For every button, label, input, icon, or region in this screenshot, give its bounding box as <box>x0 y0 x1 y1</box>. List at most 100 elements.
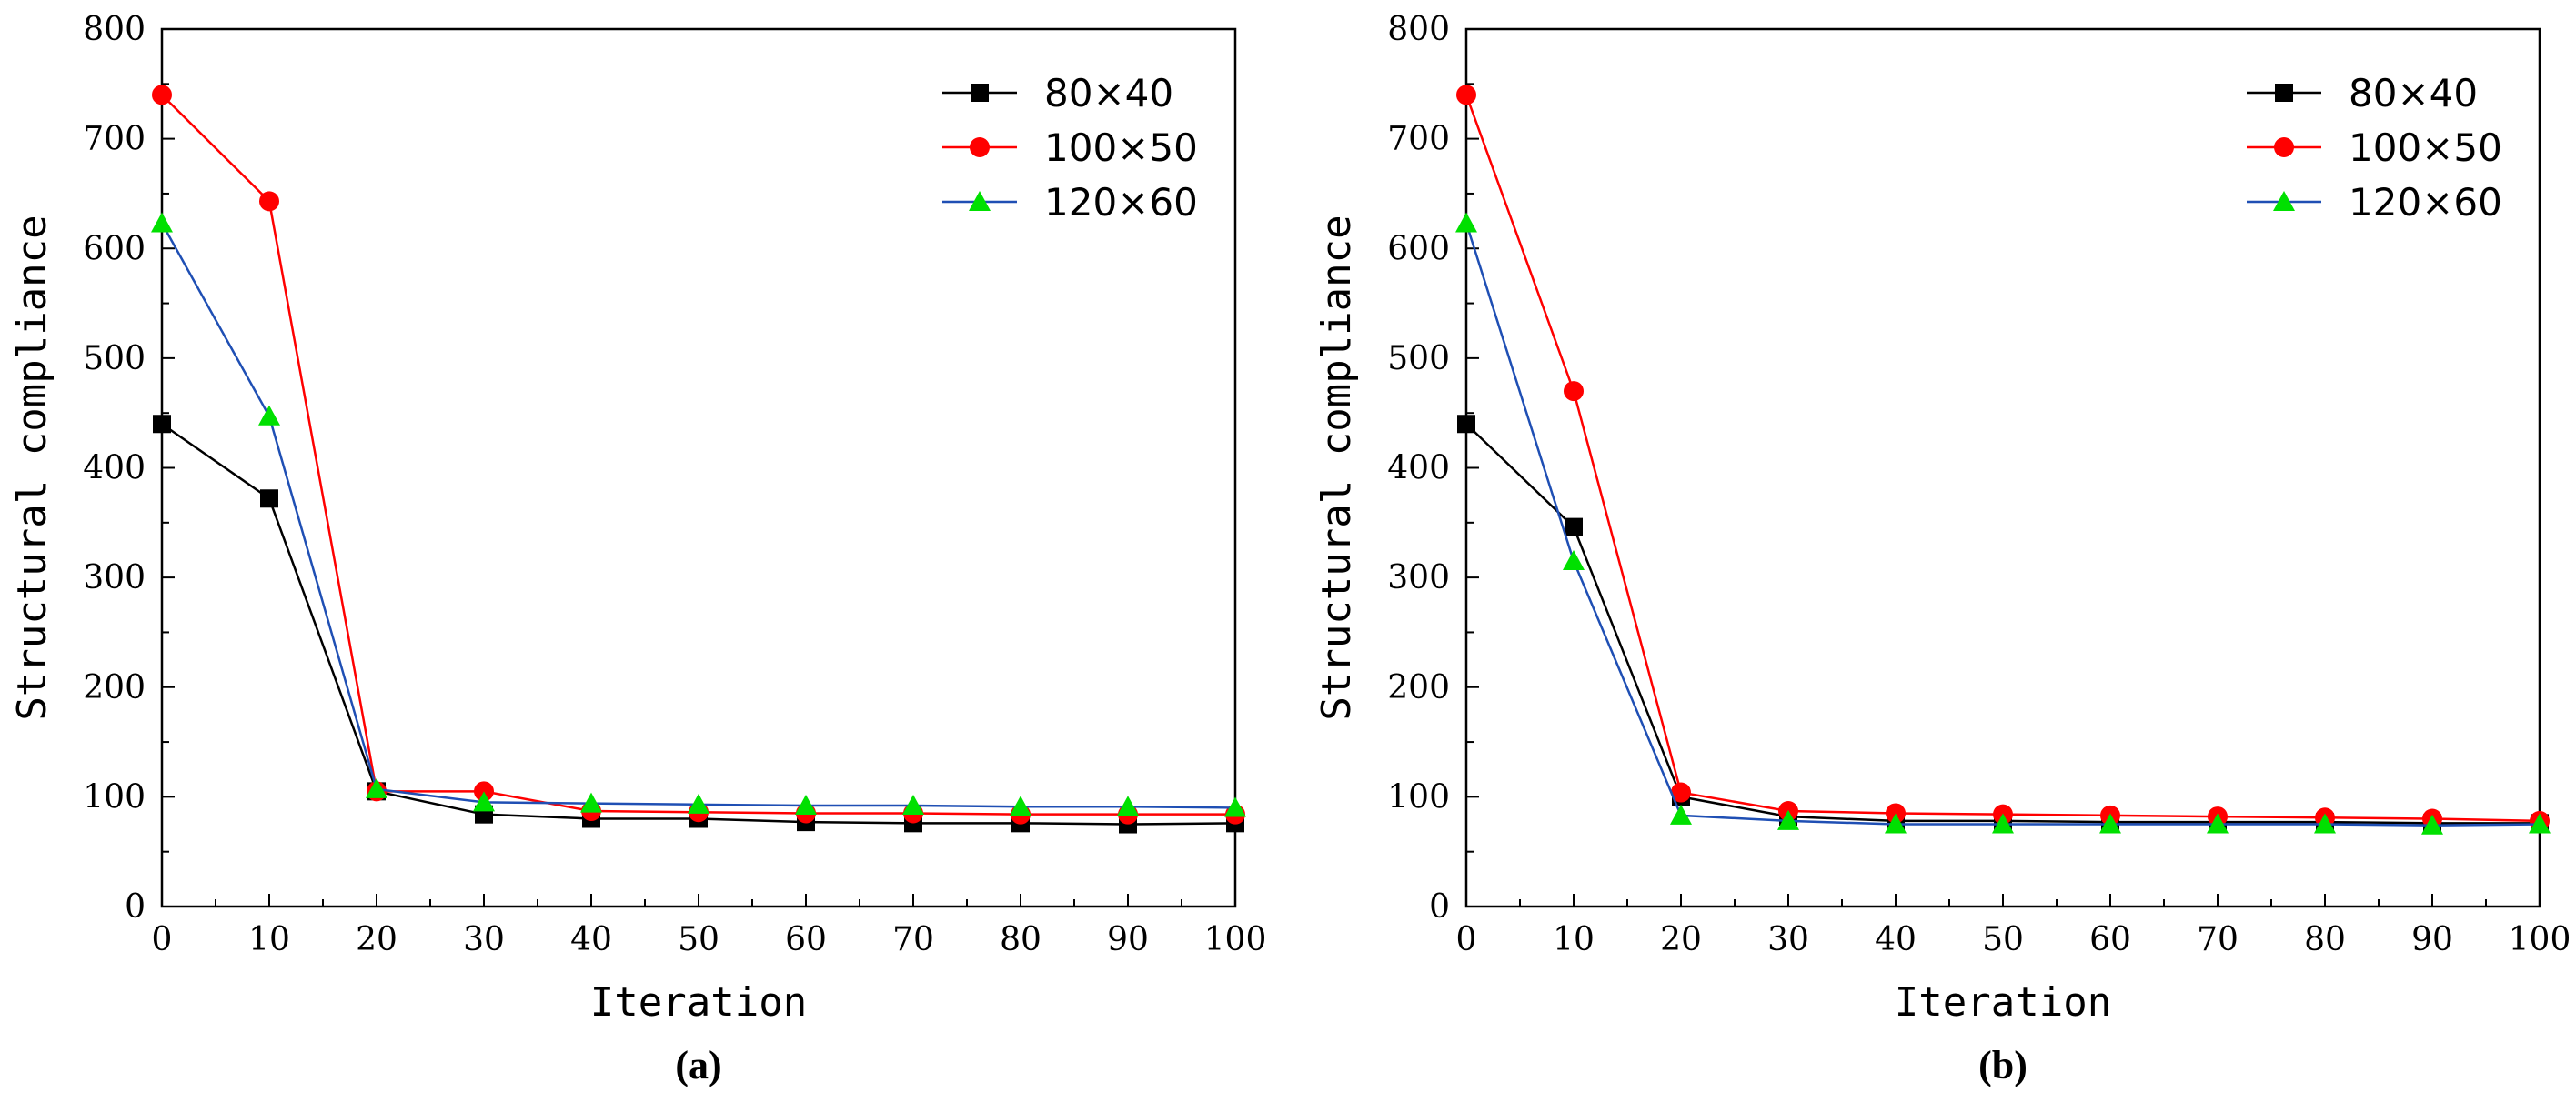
x-tick-label: 50 <box>1982 921 2024 958</box>
y-tick-label: 200 <box>83 669 146 706</box>
x-tick-label: 40 <box>1875 921 1917 958</box>
data-point <box>902 795 924 816</box>
x-tick-label: 80 <box>1000 921 1041 958</box>
data-point <box>1565 517 1583 536</box>
x-axis-label: Iteration <box>590 979 807 1026</box>
legend-label: 100×50 <box>1044 125 1198 170</box>
legend-item: 120×60 <box>2247 180 2502 225</box>
series-line <box>161 423 1236 826</box>
y-tick-label: 100 <box>1387 778 1450 816</box>
data-point <box>1885 813 1907 834</box>
legend-marker <box>970 137 990 157</box>
x-tick-label: 10 <box>1553 921 1595 958</box>
legend-marker <box>2275 84 2293 102</box>
y-tick-label: 600 <box>1387 230 1450 267</box>
data-point <box>2099 813 2121 834</box>
data-point <box>1886 803 1906 824</box>
x-tick-label: 0 <box>1456 921 1477 958</box>
data-point <box>1777 809 1799 830</box>
data-point <box>1564 381 1584 402</box>
x-tick-label: 30 <box>1767 921 1809 958</box>
legend-marker <box>969 191 991 211</box>
legend-item: 80×40 <box>2247 71 2478 115</box>
x-tick-label: 20 <box>356 921 397 958</box>
data-point <box>260 489 278 508</box>
x-tick-label: 0 <box>152 921 173 958</box>
series-1 <box>153 415 1244 834</box>
y-tick-label: 500 <box>1387 340 1450 377</box>
panel-caption: (b) <box>1978 1043 2028 1087</box>
legend-label: 80×40 <box>1044 71 1173 115</box>
chart-panel-2: 0 10 20 30 40 50 60 70 80 90 100 0 100 200 300 400 500 60… <box>1313 11 2571 1087</box>
data-point <box>1992 813 2014 834</box>
data-point <box>153 415 171 434</box>
x-tick-label: 100 <box>1204 921 1267 958</box>
data-point <box>259 191 279 212</box>
legend-marker <box>2274 137 2294 157</box>
data-point <box>151 212 173 233</box>
legend-marker <box>2273 191 2295 211</box>
series-3 <box>1455 212 2551 835</box>
data-point <box>1117 796 1139 816</box>
data-point <box>2421 814 2443 835</box>
x-tick-label: 80 <box>2304 921 2346 958</box>
data-point <box>473 791 495 812</box>
data-point <box>1563 550 1585 571</box>
x-tick-label: 20 <box>1660 921 1702 958</box>
x-axis-label: Iteration <box>1895 979 2111 1026</box>
legend-item: 80×40 <box>942 71 1173 115</box>
legend-item: 100×50 <box>2247 125 2502 170</box>
series-line <box>1465 423 2540 825</box>
y-tick-label: 300 <box>1387 559 1450 596</box>
legend-label: 80×40 <box>2349 71 2478 115</box>
chart-panel-1: 0 10 20 30 40 50 60 70 80 90 100 0 100 200 300 400 500 60… <box>9 11 1266 1087</box>
legend-label: 120×60 <box>1044 180 1198 225</box>
data-point <box>152 85 172 105</box>
data-point <box>1010 796 1031 816</box>
x-tick-label: 60 <box>785 921 827 958</box>
x-tick-label: 50 <box>678 921 719 958</box>
data-point <box>474 781 494 802</box>
data-point <box>1224 796 1246 817</box>
data-point <box>2207 813 2229 834</box>
series-3 <box>151 212 1246 817</box>
y-tick-label: 200 <box>1387 669 1450 706</box>
legend-label: 120×60 <box>2349 180 2502 225</box>
data-point <box>2529 813 2551 834</box>
series-1 <box>1457 415 2549 833</box>
data-point <box>2314 813 2336 834</box>
data-point <box>366 777 387 798</box>
x-tick-label: 70 <box>2197 921 2239 958</box>
y-tick-label: 0 <box>1429 888 1450 926</box>
x-tick-label: 100 <box>2509 921 2571 958</box>
y-tick-label: 600 <box>83 230 146 267</box>
y-axis-label: Structural compliance <box>9 215 55 720</box>
y-tick-label: 400 <box>1387 450 1450 487</box>
legend: 80×40 100×50 120×60 <box>2247 71 2502 225</box>
y-tick-label: 800 <box>83 11 146 48</box>
y-tick-label: 700 <box>1387 121 1450 158</box>
data-point <box>1455 212 1477 233</box>
y-tick-label: 300 <box>83 559 146 596</box>
legend-marker <box>971 84 989 102</box>
y-tick-label: 100 <box>83 778 146 816</box>
data-point <box>1670 804 1692 825</box>
legend-item: 120×60 <box>942 180 1198 225</box>
y-tick-label: 700 <box>83 121 146 158</box>
data-point <box>1457 415 1475 434</box>
data-point <box>1456 85 1476 105</box>
x-tick-label: 70 <box>892 921 934 958</box>
data-point <box>258 405 280 426</box>
data-point <box>580 792 602 813</box>
legend: 80×40 100×50 120×60 <box>942 71 1198 225</box>
legend-item: 100×50 <box>942 125 1198 170</box>
legend-label: 100×50 <box>2349 125 2502 170</box>
panel-caption: (a) <box>675 1043 721 1087</box>
y-axis-label: Structural compliance <box>1313 215 1360 720</box>
y-tick-label: 0 <box>125 888 146 926</box>
data-point <box>688 793 709 814</box>
x-tick-label: 30 <box>463 921 505 958</box>
series-line <box>160 222 1236 809</box>
y-tick-label: 800 <box>1387 11 1450 48</box>
